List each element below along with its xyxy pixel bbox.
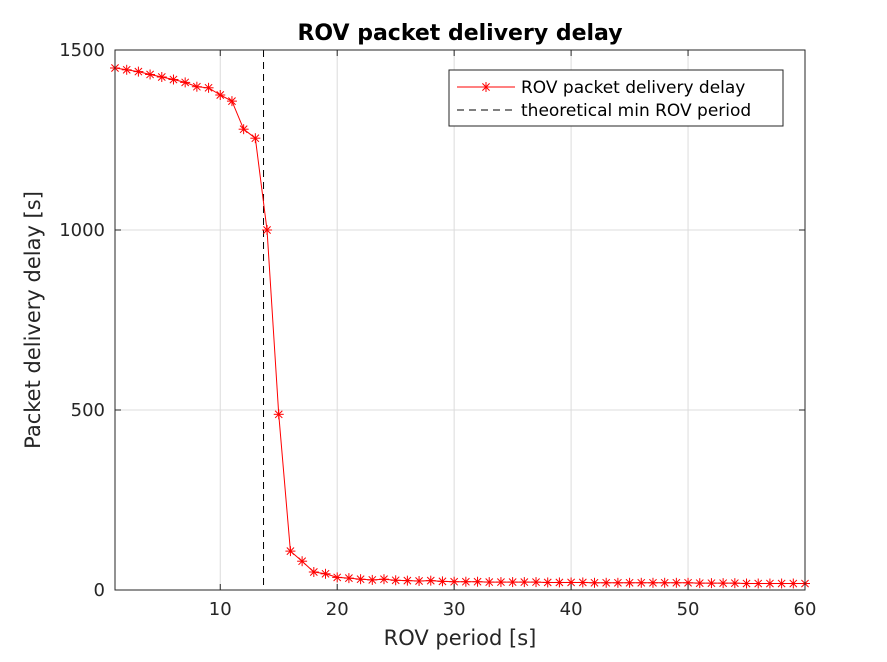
x-tick-label: 60 xyxy=(794,599,817,620)
x-tick-label: 40 xyxy=(560,599,583,620)
legend: ROV packet delivery delay theoretical mi… xyxy=(449,70,783,126)
data-point xyxy=(531,577,541,587)
data-point xyxy=(321,569,331,579)
data-point xyxy=(777,579,787,589)
data-point xyxy=(168,75,178,85)
data-point xyxy=(519,577,529,587)
data-point xyxy=(356,574,366,584)
data-point xyxy=(484,577,494,587)
chart-title: ROV packet delivery delay xyxy=(297,21,622,46)
data-point xyxy=(262,225,272,235)
data-point xyxy=(578,577,588,587)
grid xyxy=(115,50,805,590)
data-point xyxy=(706,578,716,588)
data-point xyxy=(589,578,599,588)
data-point xyxy=(788,579,798,589)
data-point xyxy=(601,578,611,588)
legend-label-delay: ROV packet delivery delay xyxy=(521,78,745,98)
series xyxy=(110,63,810,589)
data-point xyxy=(227,96,237,106)
data-point xyxy=(660,578,670,588)
data-point xyxy=(297,556,307,566)
data-point xyxy=(344,573,354,583)
data-point xyxy=(718,578,728,588)
data-point xyxy=(461,577,471,587)
data-point xyxy=(145,69,155,79)
data-point xyxy=(695,578,705,588)
data-point xyxy=(204,83,214,93)
data-point xyxy=(274,409,284,419)
plot-area-border xyxy=(115,50,805,590)
y-tick-label: 500 xyxy=(71,400,105,421)
data-point xyxy=(157,72,167,82)
data-point xyxy=(426,576,436,586)
legend-marker-delay xyxy=(481,82,491,92)
data-point xyxy=(473,577,483,587)
data-point xyxy=(496,577,506,587)
axes xyxy=(115,50,805,590)
data-point xyxy=(648,578,658,588)
x-tick-label: 20 xyxy=(326,599,349,620)
data-point xyxy=(414,576,424,586)
x-tick-label: 10 xyxy=(209,599,232,620)
data-point xyxy=(239,124,249,134)
data-point xyxy=(402,576,412,586)
data-point xyxy=(508,577,518,587)
data-point xyxy=(765,579,775,589)
y-tick-label: 1500 xyxy=(59,40,105,61)
y-tick-label: 1000 xyxy=(59,220,105,241)
data-point xyxy=(391,575,401,585)
data-point xyxy=(309,567,319,577)
legend-label-min-period: theoretical min ROV period xyxy=(521,101,751,121)
data-point xyxy=(192,82,202,92)
x-axis-label: ROV period [s] xyxy=(384,626,537,650)
data-point xyxy=(215,90,225,100)
data-point xyxy=(180,77,190,87)
data-point xyxy=(613,578,623,588)
data-point xyxy=(367,575,377,585)
data-point xyxy=(671,578,681,588)
delay-series-line xyxy=(115,68,805,584)
data-point xyxy=(133,67,143,77)
data-point xyxy=(554,577,564,587)
y-axis-label: Packet delivery delay [s] xyxy=(21,191,45,449)
data-point xyxy=(122,65,132,75)
data-point xyxy=(437,576,447,586)
data-point xyxy=(625,578,635,588)
legend-asterisk-icon xyxy=(481,82,491,92)
data-point xyxy=(742,579,752,589)
ticks: 10 20 30 40 50 60 0 500 1000 1500 xyxy=(59,40,816,620)
data-point xyxy=(250,133,260,143)
y-tick-label: 0 xyxy=(94,580,105,601)
data-point xyxy=(636,578,646,588)
data-point xyxy=(332,572,342,582)
data-point xyxy=(753,579,763,589)
x-tick-label: 50 xyxy=(677,599,700,620)
data-point xyxy=(379,574,389,584)
x-tick-label: 30 xyxy=(443,599,466,620)
data-point xyxy=(285,546,295,556)
data-point xyxy=(543,577,553,587)
data-point xyxy=(730,578,740,588)
